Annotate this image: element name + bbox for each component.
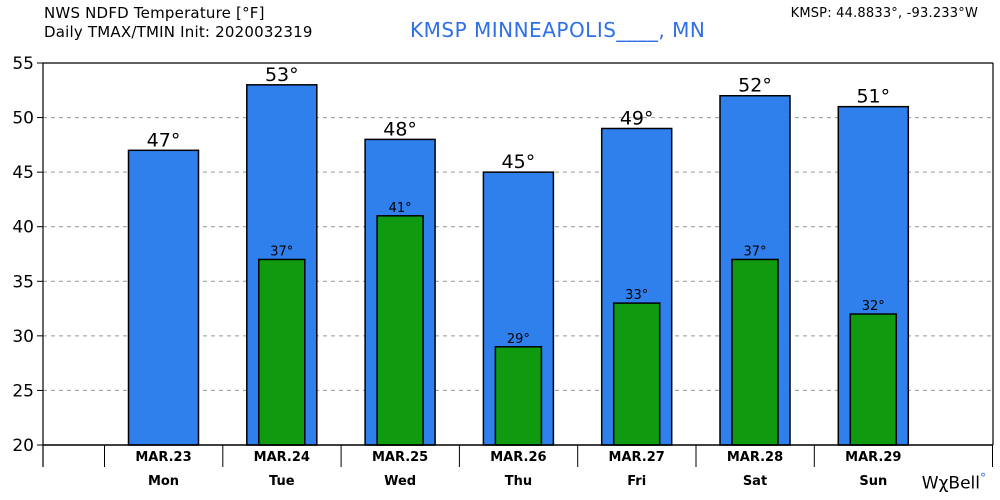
tmax-label: 45°: [502, 151, 536, 173]
x-date-label: MAR.26: [490, 450, 546, 465]
tmin-bar: [258, 258, 306, 446]
tmin-bar: [849, 313, 898, 446]
y-tick-label: 40: [12, 218, 34, 238]
y-tick-label: 25: [12, 381, 34, 401]
x-weekday-label: Sat: [743, 474, 767, 489]
chart-title-line2: Daily TMAX/TMIN Init: 2020032319: [44, 23, 313, 41]
y-tick-label: 20: [12, 436, 34, 456]
x-date-label: MAR.23: [135, 450, 191, 465]
x-date-label: MAR.27: [609, 450, 665, 465]
tmin-label: 32°: [862, 299, 885, 314]
tmax-label: 49°: [620, 107, 654, 129]
x-weekday-label: Sun: [859, 474, 887, 489]
x-weekday-label: Tue: [269, 474, 295, 489]
tmin-label: 41°: [389, 201, 412, 216]
x-weekday-label: Fri: [627, 474, 646, 489]
tmin-label: 37°: [270, 244, 293, 259]
y-tick-label: 35: [12, 272, 34, 292]
y-tick-label: 50: [12, 109, 34, 129]
y-tick-label: 45: [12, 163, 34, 183]
x-date-label: MAR.28: [727, 450, 783, 465]
chart-title-line1: NWS NDFD Temperature [°F]: [44, 4, 265, 22]
y-tick-label: 55: [12, 54, 34, 74]
brand-name: WχBell: [921, 474, 980, 494]
tmin-label: 37°: [743, 244, 766, 259]
station-coords: KMSP: 44.8833°, -93.233°W: [790, 6, 978, 21]
tmax-label: 51°: [856, 86, 890, 108]
tmin-bar: [731, 258, 779, 446]
x-date-label: MAR.29: [845, 450, 901, 465]
tmin-bar: [376, 215, 424, 446]
tmax-label: 48°: [383, 118, 417, 140]
x-date-label: MAR.24: [254, 450, 310, 465]
tmin-label: 33°: [625, 288, 648, 303]
brand-dot: °: [980, 471, 986, 486]
x-weekday-label: Mon: [148, 474, 179, 489]
tmin-label: 29°: [507, 332, 530, 347]
y-tick-label: 30: [12, 327, 34, 347]
tmax-bar: [127, 149, 200, 446]
tmax-label: 47°: [147, 129, 181, 151]
tmin-bar: [612, 302, 661, 446]
station-name: KMSP MINNEAPOLIS____, MN: [410, 18, 706, 42]
tmin-bar: [494, 346, 543, 446]
x-date-label: MAR.25: [372, 450, 428, 465]
x-weekday-label: Wed: [384, 474, 416, 489]
x-weekday-label: Thu: [505, 474, 532, 489]
brand-logo: WχBell°: [922, 471, 986, 494]
tmax-label: 52°: [738, 75, 772, 97]
tmax-label: 53°: [265, 64, 299, 86]
